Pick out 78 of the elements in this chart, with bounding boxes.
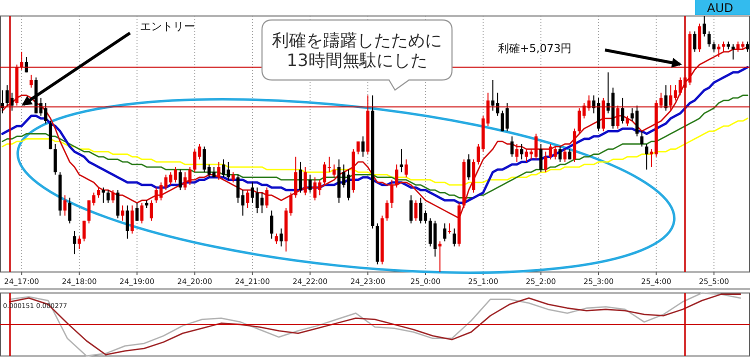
candlestick (361, 136, 365, 158)
candlestick (298, 161, 302, 194)
candlestick (452, 228, 456, 247)
candlestick (72, 230, 76, 255)
candlestick (274, 233, 278, 244)
candlestick (395, 164, 398, 188)
candlestick (539, 144, 542, 173)
candlestick (54, 144, 57, 176)
candlestick (111, 190, 115, 204)
annotation: エントリー (140, 20, 195, 33)
candlestick (717, 44, 720, 58)
candlestick (178, 169, 182, 191)
candlestick (135, 202, 139, 222)
candlestick (82, 220, 86, 242)
candlestick (467, 154, 470, 180)
candlestick (140, 202, 144, 224)
candlestick (120, 204, 124, 222)
candlestick (270, 210, 274, 240)
candlestick (616, 105, 620, 130)
annotation: 利確を躊躇したために 13時間無駄にした (272, 30, 442, 72)
candlestick (130, 204, 134, 234)
annotation: 利確+5,073円 (498, 42, 572, 55)
candlestick (332, 164, 336, 178)
candlestick (30, 74, 33, 88)
candlestick (626, 115, 630, 127)
candlestick (63, 194, 67, 216)
candlestick (116, 190, 120, 219)
candlestick (96, 187, 100, 198)
candlestick (448, 222, 452, 234)
candlestick (356, 140, 360, 155)
candlestick (390, 179, 394, 208)
candlestick (68, 197, 72, 224)
candlestick (222, 158, 226, 178)
candlestick (126, 204, 130, 240)
candlestick (246, 190, 250, 208)
candlestick (640, 130, 644, 148)
candlestick (544, 151, 548, 173)
candlestick (217, 161, 220, 180)
candlestick (568, 148, 572, 160)
candlestick (520, 144, 524, 160)
candlestick (438, 240, 442, 272)
candlestick (232, 172, 235, 183)
candlestick (746, 41, 750, 52)
candlestick (510, 136, 514, 158)
candlestick (294, 156, 298, 198)
candlestick (414, 200, 418, 222)
candlestick (693, 30, 696, 52)
candlestick (150, 200, 154, 222)
candlestick (620, 97, 624, 124)
candlestick (385, 200, 389, 222)
candlestick (712, 41, 716, 52)
text: AUD (707, 1, 734, 15)
candlestick (183, 172, 187, 191)
candlestick (400, 148, 404, 173)
candlestick (304, 166, 307, 196)
candlestick (702, 16, 706, 37)
candlestick (226, 161, 230, 180)
candlestick (708, 30, 711, 48)
candlestick (102, 187, 105, 204)
candlestick (308, 174, 312, 194)
candlestick (443, 222, 446, 242)
candlestick (732, 44, 735, 60)
candlestick (78, 236, 81, 250)
candlestick (6, 84, 9, 106)
candlestick (558, 146, 562, 162)
candlestick (289, 192, 292, 216)
candlestick (106, 190, 110, 204)
candlestick (265, 187, 268, 208)
candlestick (404, 158, 408, 178)
candlestick (698, 23, 702, 52)
candlestick (212, 166, 216, 178)
candlestick (280, 228, 283, 247)
candlestick (188, 166, 192, 186)
candlestick (515, 144, 518, 162)
candlestick (722, 41, 726, 52)
candlestick (563, 148, 567, 162)
candlestick (645, 144, 648, 170)
candlestick (409, 194, 413, 224)
